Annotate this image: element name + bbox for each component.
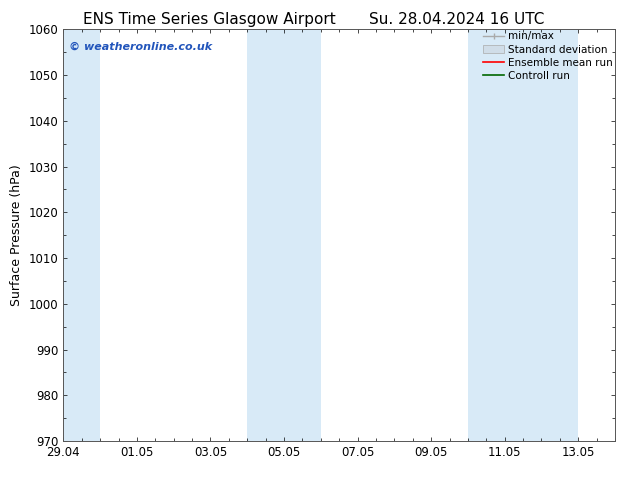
Bar: [468, 29, 578, 441]
Legend: min/max, Standard deviation, Ensemble mean run, Controll run: min/max, Standard deviation, Ensemble me…: [483, 31, 613, 81]
Bar: [247, 29, 321, 441]
Y-axis label: Surface Pressure (hPa): Surface Pressure (hPa): [10, 164, 23, 306]
Bar: [63, 29, 100, 441]
Text: Su. 28.04.2024 16 UTC: Su. 28.04.2024 16 UTC: [369, 12, 544, 27]
Text: ENS Time Series Glasgow Airport: ENS Time Series Glasgow Airport: [83, 12, 335, 27]
Text: © weatheronline.co.uk: © weatheronline.co.uk: [69, 42, 212, 52]
